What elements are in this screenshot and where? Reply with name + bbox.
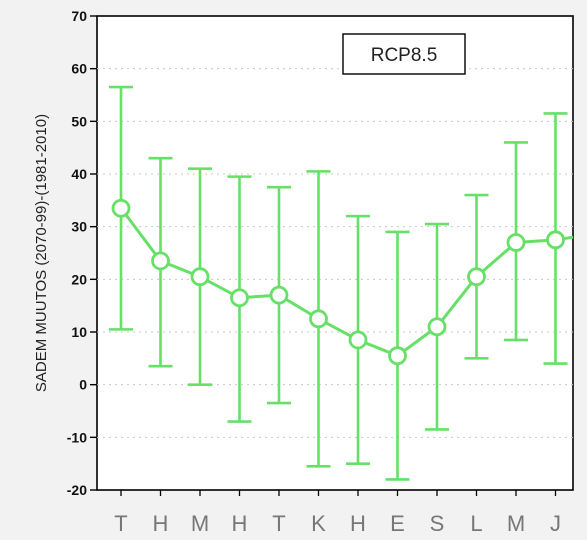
x-tick-label: H — [232, 511, 248, 535]
y-tick-label: 70 — [71, 8, 87, 24]
data-point — [190, 267, 210, 287]
x-tick-label: H — [350, 511, 366, 535]
data-point — [546, 230, 565, 250]
x-tick-label: H — [153, 511, 169, 535]
data-point — [467, 267, 486, 287]
x-tick-label: T — [272, 511, 285, 535]
y-tick-label: 10 — [71, 324, 87, 340]
y-axis-label: SADEM MUUTOS (2070-99)-(1981-2010) — [33, 114, 50, 392]
series — [109, 85, 574, 481]
data-point — [348, 330, 368, 350]
data-point — [506, 233, 526, 252]
data-point — [309, 309, 328, 329]
data-point — [427, 317, 447, 337]
x-tick-label: J — [550, 511, 561, 535]
legend-box: RCP8.5 — [342, 33, 466, 75]
data-point — [151, 251, 170, 271]
x-tick-label: M — [507, 511, 525, 535]
y-tick-label: 40 — [71, 166, 87, 182]
y-axis: -20 -10 0 10 20 30 40 50 60 70 — [67, 8, 97, 498]
x-tick-label: S — [430, 511, 445, 535]
data-point — [269, 285, 289, 305]
x-tick-label: K — [311, 511, 326, 535]
x-tick-label: T — [114, 511, 127, 535]
data-point — [111, 198, 131, 218]
legend-box-label: RCP8.5 — [371, 45, 438, 66]
grid — [97, 68, 573, 438]
y-tick-label: -20 — [67, 482, 87, 498]
y-tick-label: 0 — [79, 377, 87, 393]
x-tick-label: M — [191, 511, 209, 535]
data-point — [388, 346, 407, 366]
y-tick-label: 20 — [71, 271, 87, 287]
plot-area — [96, 15, 574, 491]
y-tick-label: 50 — [71, 113, 87, 129]
data-point — [230, 288, 249, 308]
y-tick-label: 60 — [71, 61, 87, 77]
y-tick-label: 30 — [71, 219, 87, 235]
x-tick-label: L — [470, 511, 482, 535]
x-tick-label: E — [390, 511, 405, 535]
y-tick-label: -10 — [67, 429, 87, 445]
